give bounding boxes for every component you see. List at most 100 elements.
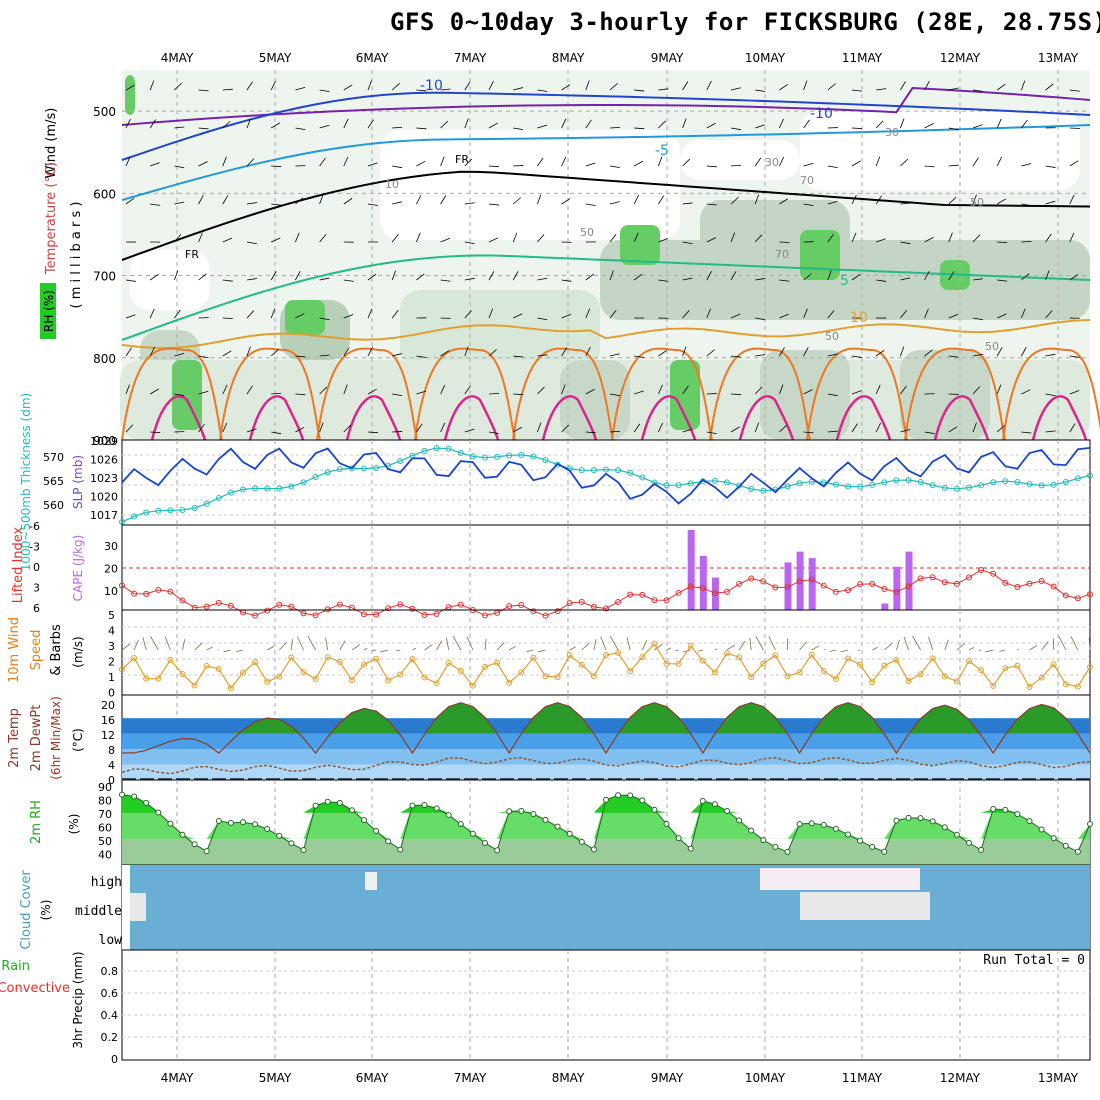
lifted-index-series-point xyxy=(953,580,960,587)
rh-point xyxy=(336,799,343,806)
wind-barb xyxy=(682,277,693,281)
wind-speed-series-point xyxy=(361,661,367,668)
wind-axis-label-a: 10m Wind xyxy=(7,617,22,683)
wind-barb xyxy=(319,354,330,357)
wind-barb xyxy=(682,385,689,395)
wind-barb xyxy=(464,202,475,205)
wind-barb xyxy=(585,162,596,167)
rh-point xyxy=(155,809,162,816)
contour-label: -5 xyxy=(655,143,669,159)
rh-point xyxy=(1038,826,1045,833)
bottom-day-label: 11MAY xyxy=(842,1071,883,1085)
temp-contour-10 xyxy=(121,319,1091,349)
wind-barb xyxy=(198,355,209,358)
wind-speed-series-point xyxy=(578,661,585,668)
thickness-series-point xyxy=(857,483,864,490)
wind-barb xyxy=(928,636,934,651)
temp-contour--15 xyxy=(121,86,1091,126)
thickness-series-point xyxy=(373,465,380,472)
wind-barb xyxy=(325,637,329,651)
pressure-tick-label: 800 xyxy=(93,352,116,366)
thickness-series-point xyxy=(663,482,670,489)
wind-barb xyxy=(392,201,403,205)
wind-barb xyxy=(779,313,789,319)
precip-tick-label: 0.6 xyxy=(101,987,119,1000)
wind-barb xyxy=(641,640,648,651)
rh-point xyxy=(312,802,319,809)
wind-barb xyxy=(999,649,1006,652)
wind-barb xyxy=(714,648,718,651)
freezing-level-contour xyxy=(121,170,1091,261)
lifted-index-series-point xyxy=(857,581,864,588)
wind-barb xyxy=(900,241,911,245)
wind-barb xyxy=(363,647,368,651)
wind-barb xyxy=(972,386,981,395)
wind-speed-series-point xyxy=(857,661,864,668)
wind-barb xyxy=(416,89,427,92)
wind-barb xyxy=(840,649,849,653)
cape-bar xyxy=(881,603,889,610)
wind-barb xyxy=(1045,200,1056,205)
rh-fill-mid xyxy=(122,794,1090,839)
wind-barb xyxy=(730,426,740,433)
wind-barb xyxy=(875,384,881,395)
temp-tick-label: 20 xyxy=(101,699,115,712)
wind-barb xyxy=(730,197,739,205)
cape-bar xyxy=(687,530,695,610)
temp-contour-20 xyxy=(443,395,500,441)
wind-speed-series-point xyxy=(893,656,900,663)
contour-label: 5 xyxy=(840,273,849,289)
thickness-series-point xyxy=(324,469,331,476)
lifted-index-axis-label: Lifted Index xyxy=(11,526,26,603)
wind-barb xyxy=(884,643,893,651)
lifted-index-series-point xyxy=(845,587,851,594)
rh-point xyxy=(203,848,210,855)
wind-barb xyxy=(658,279,669,282)
wind-barb xyxy=(194,642,203,651)
rh-point xyxy=(578,838,585,845)
rh-point xyxy=(639,797,646,804)
rh-point xyxy=(978,846,985,853)
wind-speed-series-point xyxy=(469,682,476,689)
thickness-series-point xyxy=(264,485,271,492)
wind-barb xyxy=(1021,203,1032,207)
wind-barb xyxy=(198,232,203,243)
lifted-index-series-point xyxy=(1087,591,1093,598)
temp-contour-15 xyxy=(219,347,321,441)
wind-barb xyxy=(246,202,257,205)
top-day-label: 6MAY xyxy=(356,51,389,65)
thickness-series-point xyxy=(953,485,960,492)
wind-barb xyxy=(658,384,663,395)
wind-barb xyxy=(174,234,182,243)
wind-barb xyxy=(609,233,617,243)
wind-barb xyxy=(222,88,233,91)
lifted-index-series-point xyxy=(724,588,730,595)
wind-barb xyxy=(779,424,788,433)
thickness-tick-label: 565 xyxy=(43,475,64,488)
wind-barb xyxy=(246,310,255,319)
rh-point xyxy=(917,815,924,822)
wind-barb xyxy=(270,80,276,91)
lifted-tick-label: -6 xyxy=(29,520,40,533)
thickness-series-point xyxy=(1050,481,1057,488)
lifted-index-series-point xyxy=(760,578,767,585)
wind-barb xyxy=(149,346,155,357)
cloud-tick-label: middle xyxy=(75,904,122,919)
lifted-index-series-point xyxy=(373,611,380,618)
wind-barb xyxy=(633,194,640,205)
bottom-day-label: 9MAY xyxy=(651,1071,684,1085)
wind-barb xyxy=(730,355,741,358)
contour-label: -10 xyxy=(810,106,833,122)
wind-barb xyxy=(271,165,282,167)
wind-barb xyxy=(464,346,469,357)
thickness-series-point xyxy=(639,474,646,481)
wind-speed-series-point xyxy=(760,660,767,667)
rh-point xyxy=(590,846,597,853)
lifted-index-series-point xyxy=(530,608,537,615)
wind-barb xyxy=(738,640,746,651)
wind-barb xyxy=(223,649,231,653)
wind-speed-series-point xyxy=(675,660,682,667)
wind-axis-label-c: & Barbs xyxy=(49,624,64,676)
wind-barb xyxy=(295,127,306,131)
bottom-day-label: 8MAY xyxy=(552,1071,585,1085)
